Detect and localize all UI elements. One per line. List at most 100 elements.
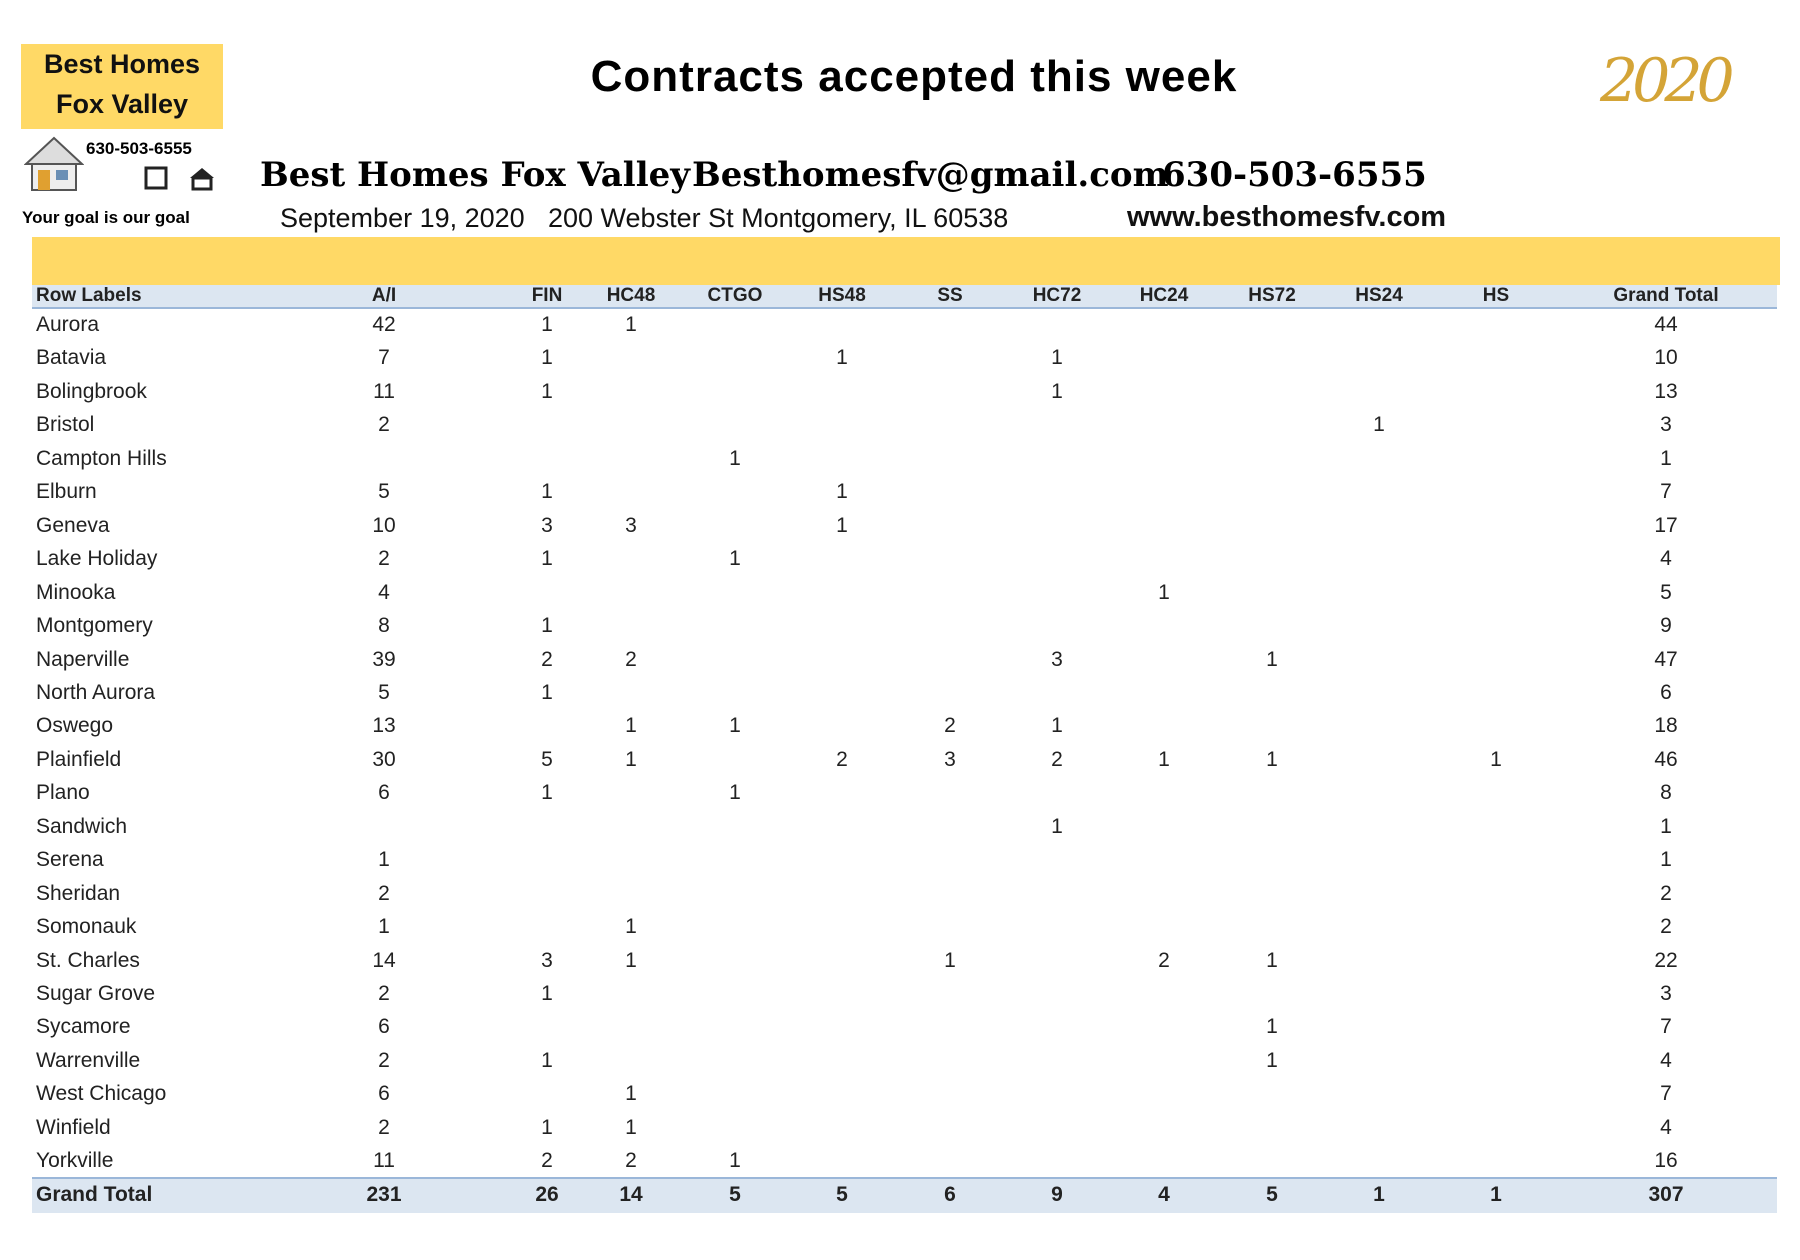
row-cell: 47 xyxy=(1654,647,1678,671)
row-cell: 1 xyxy=(541,547,553,571)
row-cell: 8 xyxy=(378,614,390,638)
row-label: West Chicago xyxy=(36,1082,167,1106)
row-cell: 1 xyxy=(541,480,553,504)
column-header: HS24 xyxy=(1355,285,1403,306)
row-cell: 1 xyxy=(625,747,637,771)
row-cell: 2 xyxy=(836,747,848,771)
row-cell: 2 xyxy=(625,1149,637,1173)
logo-box: Best Homes Fox Valley xyxy=(21,44,223,129)
row-cell: 6 xyxy=(378,1015,390,1039)
column-header: CTGO xyxy=(707,285,763,306)
row-cell: 1 xyxy=(944,948,956,972)
row-cell: 2 xyxy=(541,647,553,671)
row-cell: 1 xyxy=(1266,747,1278,771)
row-cell: 2 xyxy=(378,413,390,437)
row-cell: 1 xyxy=(729,714,741,738)
row-cell: 6 xyxy=(378,781,390,805)
row-cell: 46 xyxy=(1654,747,1678,771)
row-label: Somonauk xyxy=(36,915,137,939)
row-cell: 11 xyxy=(373,1149,395,1173)
row-cell: 10 xyxy=(372,513,396,537)
row-cell: 5 xyxy=(1660,580,1672,604)
row-cell: 1 xyxy=(541,313,553,336)
row-cell: 30 xyxy=(372,747,396,771)
row-cell: 4 xyxy=(1660,1048,1672,1072)
report-date: September 19, 2020 xyxy=(280,203,525,233)
row-cell: 3 xyxy=(944,747,956,771)
row-cell: 1 xyxy=(729,446,741,470)
table-band xyxy=(32,237,1780,285)
row-cell: 3 xyxy=(541,948,553,972)
total-cell: 26 xyxy=(535,1183,559,1206)
row-cell: 1 xyxy=(1373,413,1385,437)
row-cell: 2 xyxy=(1660,915,1672,939)
total-label: Grand Total xyxy=(36,1183,153,1206)
row-label: Geneva xyxy=(36,513,110,537)
row-cell: 1 xyxy=(1051,714,1063,738)
row-cell: 1 xyxy=(836,480,848,504)
row-cell: 1 xyxy=(541,379,553,403)
row-cell: 4 xyxy=(378,580,390,604)
row-cell: 9 xyxy=(1660,614,1672,638)
row-cell: 13 xyxy=(1654,379,1678,403)
row-cell: 39 xyxy=(372,647,396,671)
row-cell: 1 xyxy=(1490,747,1502,771)
row-cell: 1 xyxy=(625,915,637,939)
page-title: Contracts accepted this week xyxy=(590,52,1238,101)
row-cell: 1 xyxy=(836,346,848,370)
row-cell: 8 xyxy=(1660,781,1672,805)
row-cell: 3 xyxy=(1051,647,1063,671)
realtor-icons xyxy=(144,166,214,191)
logo-tagline: Your goal is our goal xyxy=(22,208,190,227)
total-cell: 5 xyxy=(836,1183,848,1206)
total-cell: 231 xyxy=(366,1183,402,1206)
row-cell: 1 xyxy=(541,346,553,370)
column-header: HC24 xyxy=(1139,285,1189,306)
row-label: Yorkville xyxy=(36,1149,114,1173)
row-cell: 1 xyxy=(729,781,741,805)
row-label: Serena xyxy=(36,848,104,872)
row-label: Elburn xyxy=(36,480,97,504)
row-label: Sandwich xyxy=(36,814,128,838)
row-label: Warrenville xyxy=(36,1048,141,1072)
row-cell: 2 xyxy=(541,1149,553,1173)
row-label: Sheridan xyxy=(36,881,121,905)
row-cell: 2 xyxy=(378,982,390,1005)
row-cell: 1 xyxy=(1660,848,1672,872)
row-label: Winfield xyxy=(36,1115,111,1139)
row-cell: 17 xyxy=(1654,513,1678,537)
row-cell: 1 xyxy=(625,313,637,336)
row-label: North Aurora xyxy=(36,680,156,704)
row-cell: 1 xyxy=(1660,446,1672,470)
row-cell: 1 xyxy=(625,1082,637,1106)
row-cell: 1 xyxy=(1158,580,1170,604)
row-cell: 5 xyxy=(378,480,390,504)
row-cell: 7 xyxy=(1660,1015,1672,1039)
row-cell: 7 xyxy=(378,346,390,370)
row-cell: 1 xyxy=(625,1115,637,1139)
office-address: 200 Webster St Montgomery, IL 60538 xyxy=(548,203,1009,233)
row-cell: 1 xyxy=(378,848,390,872)
column-header: Row Labels xyxy=(36,285,142,306)
row-label: Bristol xyxy=(36,413,95,437)
row-cell: 1 xyxy=(729,1149,741,1173)
total-cell: 1 xyxy=(1490,1183,1502,1206)
row-cell: 2 xyxy=(378,881,390,905)
row-cell: 1 xyxy=(1158,747,1170,771)
column-header: HS72 xyxy=(1248,285,1296,306)
row-cell: 44 xyxy=(1654,313,1678,336)
row-label: St. Charles xyxy=(36,948,140,972)
row-cell: 1 xyxy=(625,948,637,972)
row-cell: 6 xyxy=(378,1082,390,1106)
total-cell: 6 xyxy=(944,1183,956,1206)
row-cell: 3 xyxy=(1660,982,1672,1005)
row-cell: 1 xyxy=(1266,1015,1278,1039)
company-name: Best Homes Fox Valley xyxy=(260,155,691,195)
row-label: Sugar Grove xyxy=(36,982,156,1005)
total-cell: 5 xyxy=(1266,1183,1278,1206)
row-label: Bolingbrook xyxy=(36,379,147,403)
column-header: HC72 xyxy=(1032,285,1082,306)
logo-line: Fox Valley xyxy=(55,89,189,119)
column-header: SS xyxy=(937,285,963,306)
